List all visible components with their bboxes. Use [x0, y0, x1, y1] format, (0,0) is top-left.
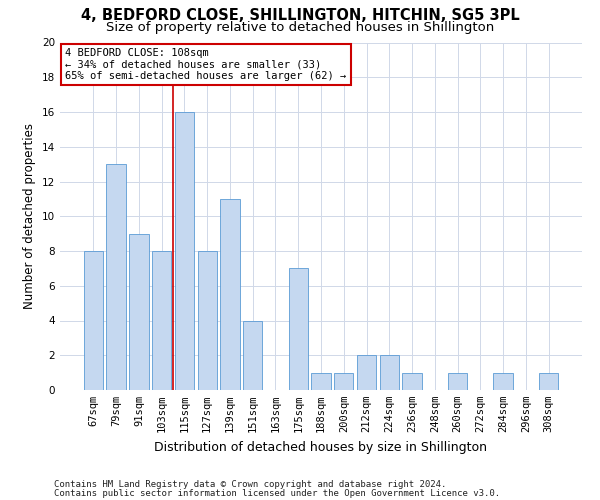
Bar: [357, 355, 376, 390]
Bar: [175, 112, 194, 390]
Bar: [84, 251, 103, 390]
Text: Contains HM Land Registry data © Crown copyright and database right 2024.: Contains HM Land Registry data © Crown c…: [54, 480, 446, 489]
Bar: [380, 355, 399, 390]
Bar: [311, 372, 331, 390]
Bar: [197, 251, 217, 390]
X-axis label: Distribution of detached houses by size in Shillington: Distribution of detached houses by size …: [155, 440, 487, 454]
Bar: [106, 164, 126, 390]
Bar: [403, 372, 422, 390]
Bar: [539, 372, 558, 390]
Bar: [448, 372, 467, 390]
Text: Size of property relative to detached houses in Shillington: Size of property relative to detached ho…: [106, 21, 494, 34]
Text: 4 BEDFORD CLOSE: 108sqm
← 34% of detached houses are smaller (33)
65% of semi-de: 4 BEDFORD CLOSE: 108sqm ← 34% of detache…: [65, 48, 346, 81]
Text: 4, BEDFORD CLOSE, SHILLINGTON, HITCHIN, SG5 3PL: 4, BEDFORD CLOSE, SHILLINGTON, HITCHIN, …: [80, 8, 520, 22]
Bar: [493, 372, 513, 390]
Bar: [220, 199, 239, 390]
Bar: [289, 268, 308, 390]
Text: Contains public sector information licensed under the Open Government Licence v3: Contains public sector information licen…: [54, 488, 500, 498]
Bar: [334, 372, 353, 390]
Bar: [152, 251, 172, 390]
Bar: [243, 320, 262, 390]
Bar: [129, 234, 149, 390]
Y-axis label: Number of detached properties: Number of detached properties: [23, 123, 37, 309]
